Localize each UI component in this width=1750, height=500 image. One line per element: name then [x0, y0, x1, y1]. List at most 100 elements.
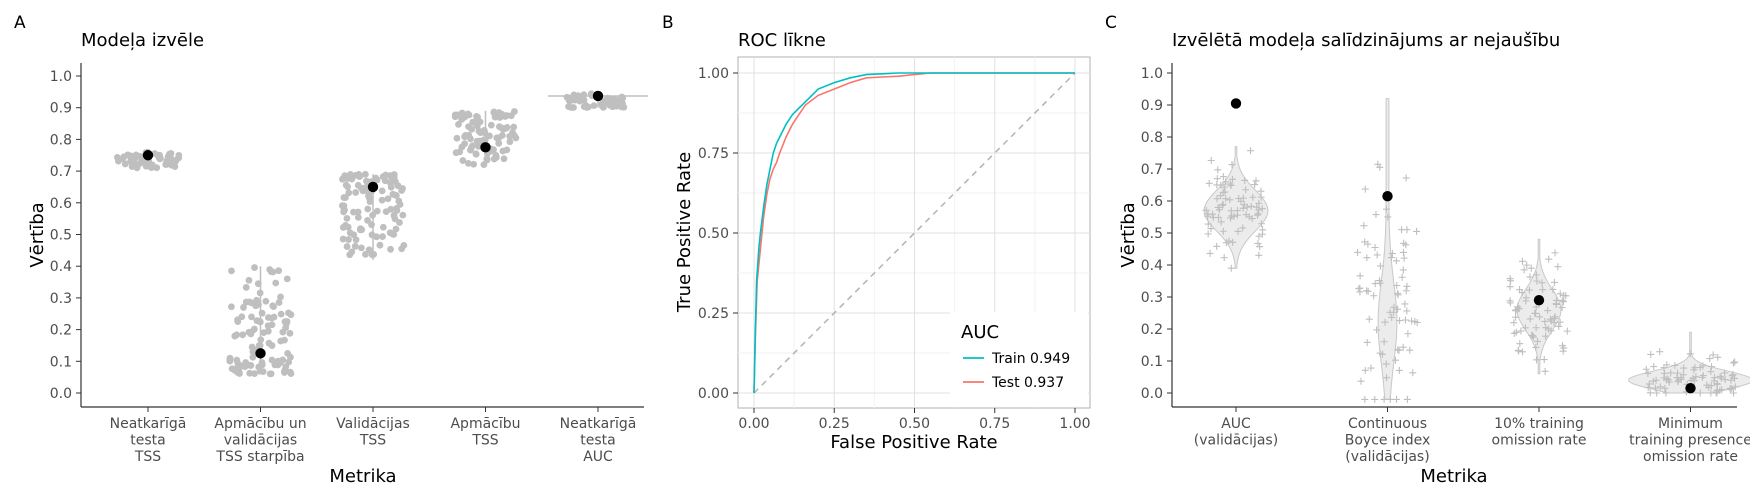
- data-point: [619, 100, 626, 107]
- data-point: [384, 195, 392, 203]
- null-model-point: [1381, 318, 1389, 326]
- null-model-point: [1539, 286, 1547, 294]
- null-model-point: [1556, 290, 1564, 298]
- null-model-point: [1706, 355, 1714, 363]
- null-model-point: [1227, 264, 1235, 272]
- data-point: [495, 139, 503, 147]
- data-point: [498, 131, 506, 139]
- panel-b-x-title: False Positive Rate: [830, 432, 997, 453]
- x-category-label: Apmācību un validācijas TSS starpība: [214, 416, 306, 465]
- y-tick-label: 0.4: [1141, 258, 1163, 274]
- data-point: [365, 194, 373, 202]
- null-model-point: [1239, 204, 1247, 212]
- panel-letter-a: A: [14, 13, 26, 33]
- null-model-point: [1398, 273, 1406, 281]
- data-point: [378, 196, 386, 204]
- null-model-point: [1644, 384, 1652, 392]
- diagonal-reference-line: [753, 72, 1076, 394]
- roc-line-train: [753, 72, 1075, 394]
- data-point: [356, 226, 364, 234]
- data-point: [452, 149, 460, 157]
- null-model-point: [1651, 384, 1659, 392]
- null-model-point: [1401, 300, 1409, 308]
- data-point: [235, 368, 243, 376]
- data-point: [387, 245, 394, 253]
- null-model-point: [1372, 211, 1380, 219]
- data-point: [373, 176, 381, 184]
- null-model-point: [1256, 243, 1264, 251]
- null-model-point: [1403, 226, 1411, 234]
- null-model-point: [1731, 383, 1739, 391]
- data-point: [260, 329, 268, 337]
- data-point: [228, 267, 235, 275]
- null-model-point: [1510, 319, 1518, 327]
- null-model-point: [1644, 370, 1652, 378]
- null-model-point: [1392, 395, 1400, 403]
- null-model-point: [1388, 249, 1396, 257]
- data-point: [140, 158, 148, 165]
- data-point: [275, 267, 283, 275]
- null-model-point: [1393, 282, 1401, 290]
- null-model-point: [1361, 395, 1369, 403]
- data-point: [286, 368, 294, 376]
- x-category-label: Neatkarīgā testa AUC: [560, 416, 637, 465]
- null-model-point: [1556, 318, 1564, 326]
- null-model-point: [1506, 283, 1514, 291]
- null-model-point: [1721, 376, 1729, 384]
- null-model-point: [1399, 343, 1407, 351]
- data-point: [238, 313, 246, 321]
- data-point: [247, 362, 255, 369]
- null-model-point: [1255, 232, 1263, 240]
- data-point: [246, 369, 254, 377]
- y-tick-label: 1.0: [50, 69, 72, 85]
- null-model-point: [1220, 254, 1228, 262]
- data-point: [361, 170, 369, 178]
- null-model-point: [1550, 314, 1558, 322]
- data-point: [242, 284, 250, 291]
- null-model-point: [1257, 220, 1265, 228]
- null-model-point: [1404, 330, 1412, 338]
- null-model-point: [1716, 372, 1724, 380]
- null-model-point: [1650, 363, 1658, 371]
- selected-model-point: [1685, 383, 1696, 394]
- null-model-point: [1252, 177, 1260, 185]
- data-point: [480, 161, 488, 169]
- data-point: [345, 189, 353, 197]
- data-point: [459, 157, 467, 164]
- null-model-point: [1713, 389, 1721, 397]
- null-model-point: [1558, 342, 1566, 350]
- null-model-point: [1251, 181, 1259, 189]
- null-model-point: [1207, 225, 1215, 233]
- data-point: [253, 296, 261, 304]
- x-tick-label: 0.00: [738, 416, 769, 432]
- data-point: [270, 313, 278, 321]
- data-point: [283, 275, 291, 283]
- data-point: [226, 356, 234, 364]
- data-point: [274, 361, 282, 369]
- null-model-point: [1402, 287, 1410, 295]
- null-model-point: [1506, 297, 1514, 305]
- data-point: [490, 155, 498, 163]
- data-point: [496, 114, 504, 121]
- null-model-point: [1532, 343, 1540, 351]
- data-point: [481, 129, 489, 137]
- data-point: [242, 298, 250, 306]
- null-model-point: [1360, 222, 1368, 230]
- data-point: [256, 367, 264, 375]
- data-point: [580, 91, 588, 99]
- data-point: [248, 313, 255, 321]
- null-model-point: [1204, 220, 1212, 228]
- violin-shape: [1203, 146, 1269, 269]
- null-model-point: [1388, 313, 1396, 321]
- null-model-point: [1226, 196, 1234, 204]
- y-tick-label: 0.6: [50, 196, 72, 212]
- y-tick-label: 0.7: [1141, 162, 1163, 178]
- null-model-point: [1713, 380, 1721, 388]
- null-model-point: [1253, 211, 1261, 219]
- data-point: [509, 129, 516, 136]
- data-point: [566, 97, 574, 105]
- null-model-point: [1518, 289, 1526, 297]
- null-model-point: [1402, 174, 1410, 182]
- x-tick-label: 1.00: [1059, 416, 1090, 432]
- null-model-point: [1532, 303, 1540, 311]
